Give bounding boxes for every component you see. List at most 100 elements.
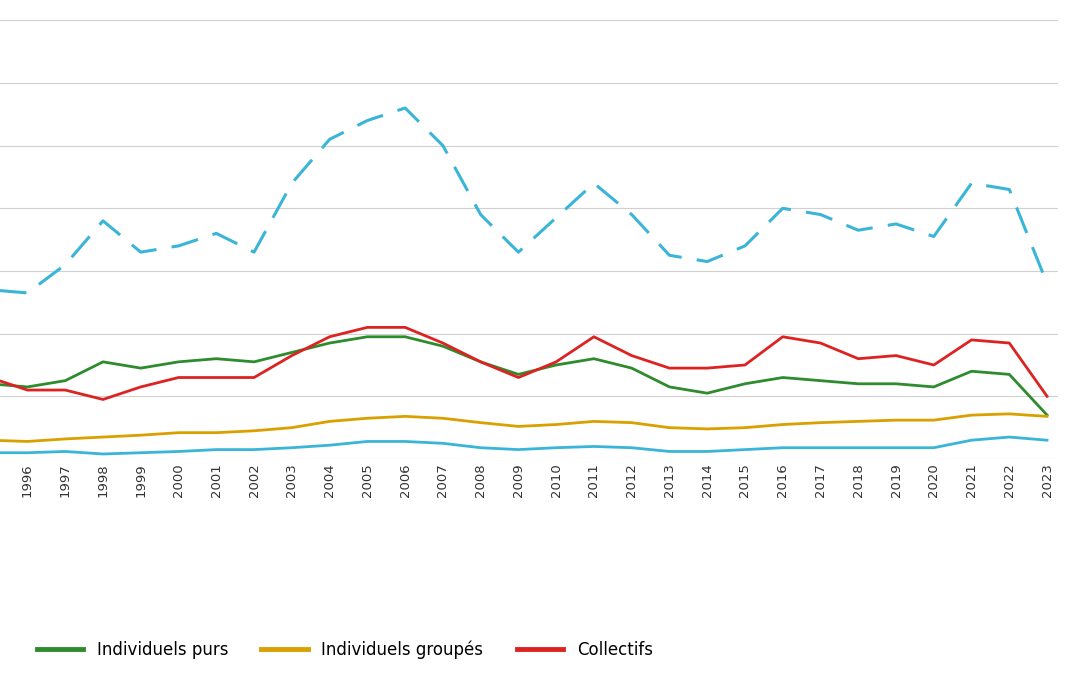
Individuels groupés: [21, 437, 33, 446]
Individuels purs: [172, 358, 185, 366]
Individuels groupés: [928, 416, 941, 424]
Collectifs: [852, 354, 865, 362]
Individuels groupés: [474, 418, 487, 427]
Collectifs: [588, 333, 600, 341]
Individuels groupés: [588, 417, 600, 425]
En résidence: [777, 443, 789, 452]
Individuels purs: [361, 333, 374, 341]
Total autorisé: [777, 205, 789, 213]
Individuels purs: [285, 348, 298, 356]
Collectifs: [96, 396, 109, 404]
Total autorisé: [588, 179, 600, 187]
Collectifs: [1041, 392, 1054, 400]
Individuels purs: [21, 383, 33, 391]
Total autorisé: [285, 179, 298, 187]
Line: Total autorisé: Total autorisé: [0, 108, 1048, 293]
En résidence: [1041, 436, 1054, 444]
En résidence: [588, 442, 600, 450]
Total autorisé: [512, 248, 525, 256]
Individuels purs: [777, 373, 789, 381]
En résidence: [21, 449, 33, 457]
Individuels groupés: [1003, 410, 1016, 418]
Total autorisé: [966, 179, 978, 187]
Total autorisé: [58, 261, 71, 269]
Individuels groupés: [361, 414, 374, 423]
Total autorisé: [172, 242, 185, 250]
En résidence: [361, 437, 374, 446]
En résidence: [285, 443, 298, 452]
Individuels purs: [134, 364, 147, 372]
Individuels purs: [814, 377, 827, 385]
Individuels purs: [474, 358, 487, 366]
Total autorisé: [134, 248, 147, 256]
Individuels purs: [928, 383, 941, 391]
En résidence: [172, 448, 185, 456]
Individuels purs: [436, 342, 449, 350]
Individuels groupés: [777, 421, 789, 429]
Individuels purs: [323, 339, 336, 347]
En résidence: [550, 443, 563, 452]
Individuels groupés: [436, 414, 449, 423]
Individuels purs: [512, 371, 525, 379]
Total autorisé: [1041, 279, 1054, 288]
Total autorisé: [1003, 186, 1016, 194]
Individuels purs: [890, 380, 903, 388]
Collectifs: [814, 339, 827, 347]
Individuels purs: [625, 364, 638, 372]
Individuels purs: [966, 367, 978, 375]
Collectifs: [134, 383, 147, 391]
Collectifs: [625, 352, 638, 360]
Total autorisé: [890, 220, 903, 228]
En résidence: [247, 446, 260, 454]
En résidence: [96, 450, 109, 458]
Collectifs: [436, 339, 449, 347]
Collectifs: [739, 361, 752, 369]
En résidence: [1003, 433, 1016, 441]
Line: Individuels purs: Individuels purs: [0, 337, 1048, 415]
En résidence: [814, 443, 827, 452]
Individuels groupés: [96, 433, 109, 441]
En résidence: [739, 446, 752, 454]
Individuels purs: [1003, 371, 1016, 379]
Individuels groupés: [550, 421, 563, 429]
Individuels purs: [58, 377, 71, 385]
Collectifs: [474, 358, 487, 366]
Individuels groupés: [625, 418, 638, 427]
Individuels purs: [96, 358, 109, 366]
Collectifs: [1003, 339, 1016, 347]
Total autorisé: [361, 117, 374, 125]
Individuels groupés: [134, 431, 147, 439]
Total autorisé: [323, 135, 336, 143]
En résidence: [399, 437, 411, 446]
Collectifs: [777, 333, 789, 341]
Total autorisé: [625, 211, 638, 219]
Collectifs: [323, 333, 336, 341]
Individuels purs: [663, 383, 676, 391]
Line: Individuels groupés: Individuels groupés: [0, 414, 1048, 441]
Individuels purs: [739, 380, 752, 388]
Line: En résidence: En résidence: [0, 437, 1048, 454]
En résidence: [512, 446, 525, 454]
Individuels purs: [550, 361, 563, 369]
Collectifs: [361, 323, 374, 331]
En résidence: [474, 443, 487, 452]
Individuels groupés: [285, 424, 298, 432]
Collectifs: [172, 373, 185, 381]
Total autorisé: [814, 211, 827, 219]
Individuels groupés: [210, 429, 222, 437]
Individuels groupés: [323, 417, 336, 425]
Total autorisé: [928, 232, 941, 240]
Total autorisé: [96, 217, 109, 225]
Individuels groupés: [172, 429, 185, 437]
Individuels purs: [399, 333, 411, 341]
Total autorisé: [739, 242, 752, 250]
En résidence: [625, 443, 638, 452]
En résidence: [436, 439, 449, 448]
Individuels purs: [247, 358, 260, 366]
Total autorisé: [663, 251, 676, 259]
En résidence: [890, 443, 903, 452]
Individuels groupés: [814, 418, 827, 427]
Collectifs: [21, 386, 33, 394]
Collectifs: [890, 352, 903, 360]
En résidence: [134, 449, 147, 457]
